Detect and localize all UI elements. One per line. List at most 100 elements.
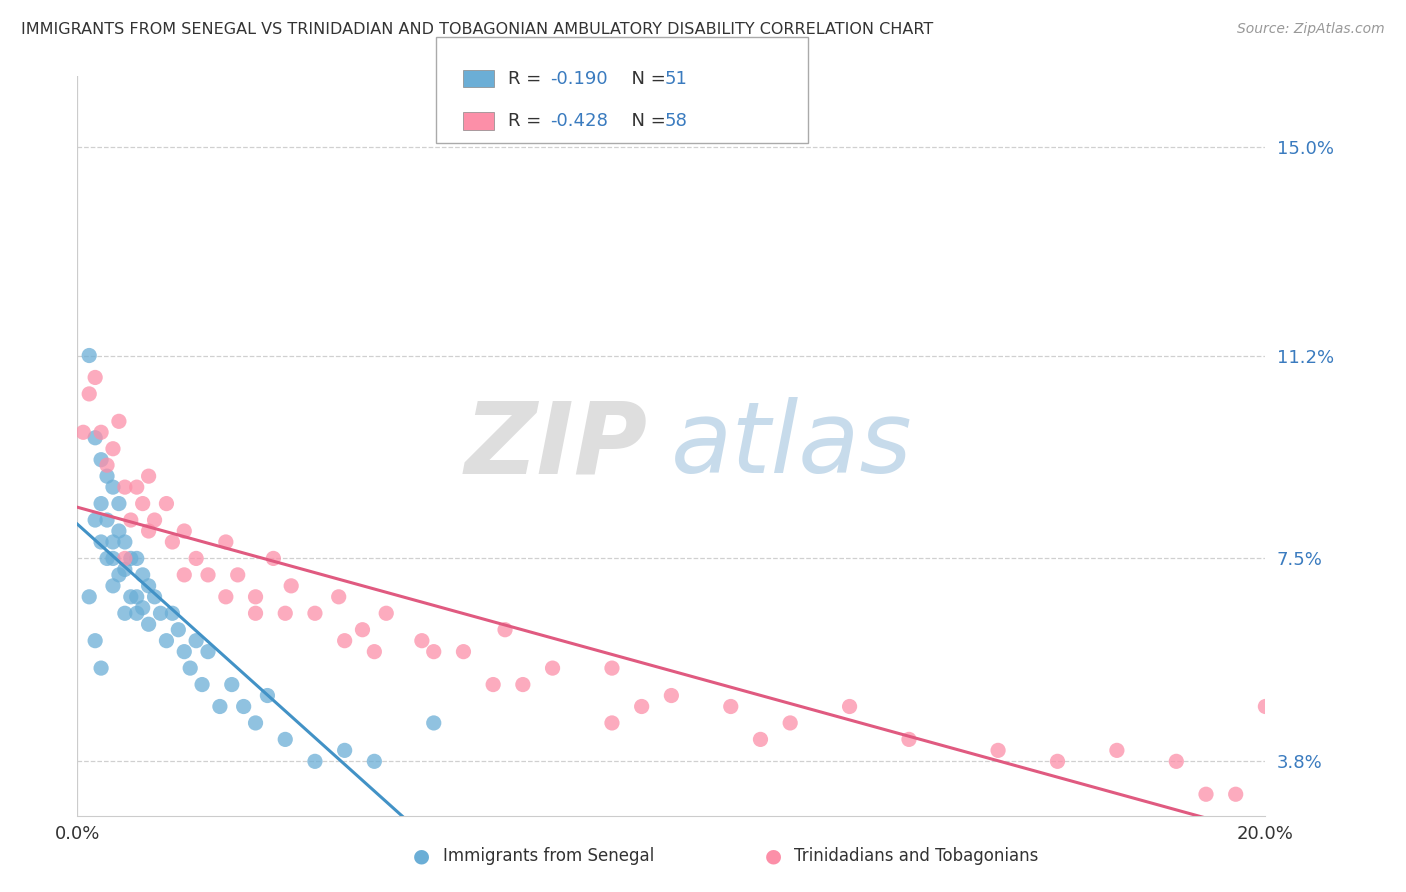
Text: Trinidadians and Tobagonians: Trinidadians and Tobagonians — [794, 847, 1039, 865]
Point — [215, 535, 238, 549]
Point — [898, 732, 921, 747]
Point — [108, 497, 131, 511]
Point — [328, 590, 350, 604]
Point — [352, 623, 374, 637]
Point — [90, 497, 112, 511]
Point — [155, 633, 177, 648]
Point — [245, 590, 267, 604]
Point — [167, 623, 190, 637]
Point — [90, 425, 112, 440]
Point — [280, 579, 302, 593]
Point — [108, 524, 131, 538]
Point — [304, 607, 326, 621]
Point — [333, 743, 356, 757]
Point — [96, 551, 118, 566]
Point — [114, 562, 136, 576]
Point — [630, 699, 652, 714]
Point — [96, 513, 118, 527]
Point — [779, 715, 801, 730]
Point — [333, 633, 356, 648]
Point — [108, 414, 131, 428]
Text: R =: R = — [508, 70, 547, 87]
Point — [101, 579, 124, 593]
Point — [125, 480, 148, 494]
Point — [1105, 743, 1128, 757]
Text: 51: 51 — [665, 70, 688, 87]
Point — [77, 590, 100, 604]
Point — [90, 535, 112, 549]
Point — [749, 732, 772, 747]
Point — [131, 567, 153, 582]
Point — [221, 677, 243, 691]
Point — [191, 677, 214, 691]
Point — [90, 452, 112, 467]
Point — [541, 661, 564, 675]
Text: N =: N = — [620, 112, 672, 130]
Point — [114, 535, 136, 549]
Point — [274, 607, 297, 621]
Point — [720, 699, 742, 714]
Text: Source: ZipAtlas.com: Source: ZipAtlas.com — [1237, 22, 1385, 37]
Point — [1166, 755, 1188, 769]
Point — [215, 590, 238, 604]
Text: -0.428: -0.428 — [550, 112, 607, 130]
Point — [422, 645, 444, 659]
Point — [422, 715, 444, 730]
Point — [101, 535, 124, 549]
Point — [375, 607, 398, 621]
Point — [838, 699, 860, 714]
Point — [494, 623, 516, 637]
Point — [96, 458, 118, 473]
Point — [1225, 787, 1247, 801]
Point — [208, 699, 231, 714]
Point — [101, 442, 124, 456]
Point — [162, 607, 184, 621]
Point — [84, 431, 107, 445]
Point — [108, 567, 131, 582]
Point — [600, 661, 623, 675]
Point — [186, 551, 208, 566]
Point — [84, 370, 107, 384]
Text: IMMIGRANTS FROM SENEGAL VS TRINIDADIAN AND TOBAGONIAN AMBULATORY DISABILITY CORR: IMMIGRANTS FROM SENEGAL VS TRINIDADIAN A… — [21, 22, 934, 37]
Point — [125, 590, 148, 604]
Point — [274, 732, 297, 747]
Point — [453, 645, 475, 659]
Point — [120, 551, 142, 566]
Point — [138, 524, 160, 538]
Point — [77, 387, 100, 401]
Point — [512, 677, 534, 691]
Point — [90, 661, 112, 675]
Point — [143, 513, 166, 527]
Point — [125, 551, 148, 566]
Point — [138, 579, 160, 593]
Point — [186, 633, 208, 648]
Point — [232, 699, 254, 714]
Point — [226, 567, 249, 582]
Point — [101, 551, 124, 566]
Point — [304, 755, 326, 769]
Point — [256, 689, 278, 703]
Point — [1046, 755, 1069, 769]
Point — [114, 551, 136, 566]
Point — [173, 645, 195, 659]
Text: -0.190: -0.190 — [550, 70, 607, 87]
Point — [120, 590, 142, 604]
Point — [84, 633, 107, 648]
Text: atlas: atlas — [672, 398, 912, 494]
Text: Immigrants from Senegal: Immigrants from Senegal — [443, 847, 654, 865]
Point — [143, 590, 166, 604]
Point — [125, 607, 148, 621]
Point — [1195, 787, 1218, 801]
Point — [114, 607, 136, 621]
Point — [173, 567, 195, 582]
Point — [96, 469, 118, 483]
Point — [101, 480, 124, 494]
Point — [987, 743, 1010, 757]
Point — [363, 755, 385, 769]
Text: 58: 58 — [665, 112, 688, 130]
Point — [84, 513, 107, 527]
Point — [131, 497, 153, 511]
Point — [600, 715, 623, 730]
Text: ZIP: ZIP — [464, 398, 648, 494]
Point — [363, 645, 385, 659]
